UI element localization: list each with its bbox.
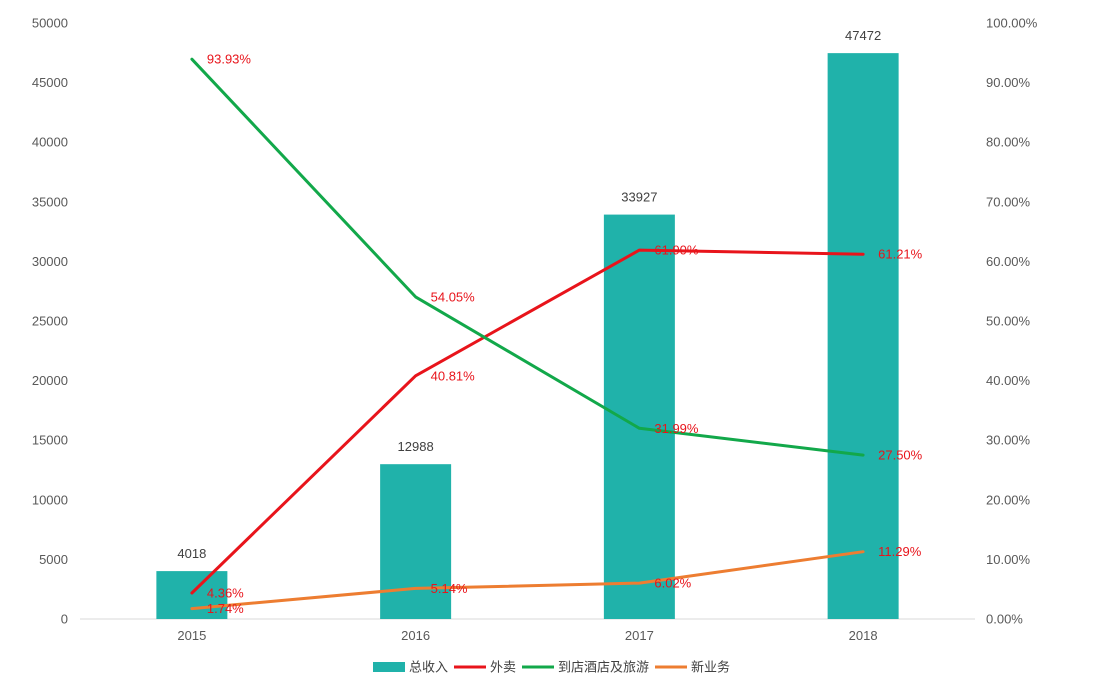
left-y-tick-label: 40000 (32, 135, 68, 150)
x-tick-label: 2018 (849, 628, 878, 643)
line-data-label: 11.29% (878, 544, 922, 559)
left-y-tick-label: 10000 (32, 492, 68, 507)
line-series-1 (190, 248, 865, 595)
left-y-tick-label: 25000 (32, 314, 68, 329)
right-y-axis: 0.00% 10.00% 20.00% 30.00% 40.00% 50.00% 60.00… (986, 16, 1038, 627)
line-data-label: 4.36% (207, 586, 244, 601)
legend-label: 总收入 (409, 660, 448, 675)
left-y-tick-label: 0 (61, 612, 68, 627)
line-data-label: 93.93% (207, 52, 252, 67)
left-y-tick-label: 5000 (39, 552, 68, 567)
right-y-tick-label: 90.00% (986, 75, 1031, 90)
legend-label: 外卖 (490, 660, 516, 675)
bar-total-revenue-2018 (827, 53, 899, 619)
line-data-label: 61.90% (654, 243, 699, 258)
line-series-group: 4.36% 40.81% 61.90% 61.21% 93.93% 54.05% 31.99… (190, 52, 923, 616)
right-y-tick-label: 70.00% (986, 194, 1031, 209)
line-data-label: 6.02% (654, 576, 691, 591)
bar-total-revenue-2017 (603, 214, 675, 620)
line-data-label: 54.05% (431, 289, 476, 304)
legend-label: 新业务 (691, 660, 730, 675)
bar-data-label: 12988 (398, 439, 434, 454)
legend-item: 外卖 (454, 660, 516, 675)
legend-swatch (373, 662, 405, 672)
right-y-tick-label: 0.00% (986, 612, 1023, 627)
right-y-tick-label: 80.00% (986, 135, 1031, 150)
right-y-tick-label: 30.00% (986, 433, 1031, 448)
line-series-2 (190, 57, 865, 457)
legend-item: 新业务 (655, 660, 730, 675)
line-data-label: 40.81% (431, 368, 476, 383)
bar-total-revenue-2016 (380, 464, 452, 619)
right-y-tick-label: 50.00% (986, 314, 1031, 329)
x-tick-label: 2017 (625, 628, 654, 643)
right-y-tick-label: 20.00% (986, 492, 1031, 507)
bar-series-total-revenue: 4018 12988 33927 47472 (156, 28, 899, 620)
x-tick-label: 2015 (177, 628, 206, 643)
left-y-tick-label: 35000 (32, 194, 68, 209)
right-y-tick-label: 10.00% (986, 552, 1031, 567)
left-y-tick-label: 15000 (32, 433, 68, 448)
bar-data-label: 33927 (621, 190, 657, 205)
left-y-tick-label: 30000 (32, 254, 68, 269)
left-y-tick-label: 50000 (32, 16, 68, 31)
right-y-tick-label: 60.00% (986, 254, 1031, 269)
line-data-label: 31.99% (654, 421, 699, 436)
right-y-tick-label: 40.00% (986, 373, 1031, 388)
line-data-label: 5.14% (431, 581, 468, 596)
x-axis: 2015 2016 2017 2018 (177, 628, 877, 643)
legend: 总收入 外卖 到店酒店及旅游 新业务 (373, 660, 730, 675)
legend-item: 到店酒店及旅游 (522, 660, 649, 675)
x-tick-label: 2016 (401, 628, 430, 643)
legend-item: 总收入 (373, 660, 448, 675)
legend-label: 到店酒店及旅游 (558, 660, 649, 675)
left-y-tick-label: 45000 (32, 75, 68, 90)
line-data-label: 27.50% (878, 448, 923, 463)
left-y-axis: 0 5000 10000 15000 20000 25000 30000 35000 40000… (32, 16, 68, 627)
right-y-tick-label: 100.00% (986, 16, 1038, 31)
line-data-label: 1.74% (207, 601, 244, 616)
line-series-3 (190, 550, 865, 611)
bar-data-label: 4018 (177, 546, 206, 561)
bar-total-revenue-2015 (156, 571, 228, 619)
bar-data-label: 47472 (845, 28, 881, 43)
line-data-label: 61.21% (878, 247, 923, 262)
left-y-tick-label: 20000 (32, 373, 68, 388)
